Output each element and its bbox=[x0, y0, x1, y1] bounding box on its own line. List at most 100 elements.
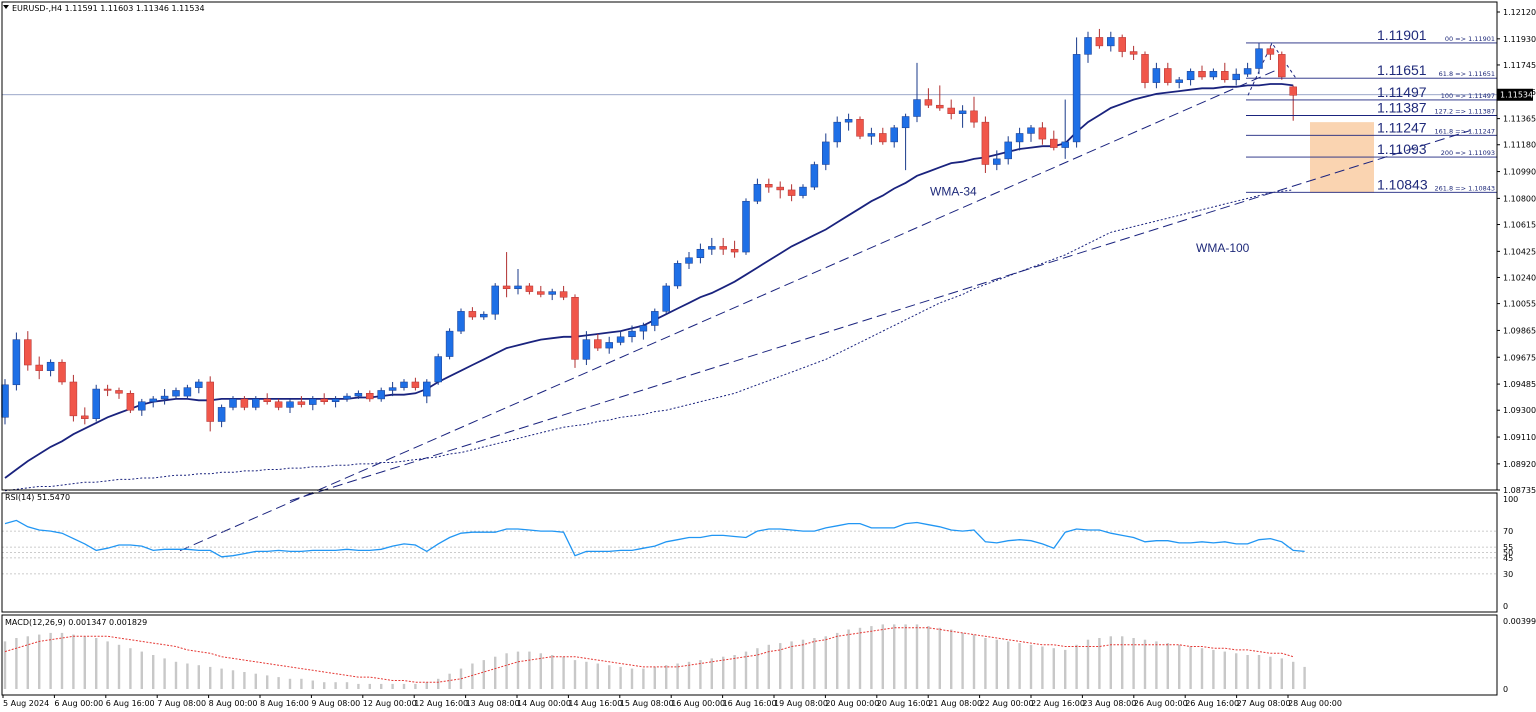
candle[interactable] bbox=[628, 325, 636, 343]
candle[interactable] bbox=[1186, 68, 1195, 86]
candle[interactable] bbox=[1278, 51, 1286, 80]
candle[interactable] bbox=[502, 252, 511, 298]
candle[interactable] bbox=[765, 178, 773, 193]
candle[interactable] bbox=[1152, 62, 1161, 89]
candle[interactable] bbox=[1084, 31, 1092, 63]
candle[interactable] bbox=[468, 307, 477, 320]
candle[interactable] bbox=[582, 331, 591, 366]
candle[interactable] bbox=[1015, 127, 1024, 151]
candle[interactable] bbox=[1072, 37, 1081, 148]
candle[interactable] bbox=[1129, 45, 1138, 61]
candle[interactable] bbox=[913, 62, 921, 123]
candle[interactable] bbox=[480, 311, 488, 320]
candle[interactable] bbox=[639, 322, 648, 340]
candle[interactable] bbox=[696, 243, 705, 264]
candle[interactable] bbox=[274, 398, 283, 411]
candle[interactable] bbox=[46, 359, 55, 377]
candle[interactable] bbox=[388, 381, 397, 397]
candle[interactable] bbox=[662, 283, 670, 315]
candle[interactable] bbox=[1061, 99, 1069, 159]
candle[interactable] bbox=[901, 113, 910, 171]
candle[interactable] bbox=[491, 283, 499, 320]
candle[interactable] bbox=[12, 332, 21, 391]
collapse-triangle-icon[interactable] bbox=[3, 5, 9, 9]
candle[interactable] bbox=[856, 116, 864, 140]
candle[interactable] bbox=[183, 384, 192, 399]
candle[interactable] bbox=[217, 404, 226, 428]
candle[interactable] bbox=[1255, 43, 1263, 75]
candle[interactable] bbox=[411, 377, 420, 391]
candle[interactable] bbox=[149, 396, 157, 408]
candle[interactable] bbox=[172, 387, 180, 399]
candle[interactable] bbox=[981, 116, 990, 173]
candle[interactable] bbox=[103, 384, 112, 397]
candle[interactable] bbox=[331, 396, 340, 408]
candle[interactable] bbox=[195, 379, 203, 394]
candle[interactable] bbox=[423, 379, 431, 404]
candle[interactable] bbox=[400, 379, 408, 391]
candle[interactable] bbox=[1221, 62, 1229, 83]
candle[interactable] bbox=[434, 353, 442, 385]
candle[interactable] bbox=[571, 294, 579, 368]
candle[interactable] bbox=[81, 407, 89, 425]
candle[interactable] bbox=[970, 96, 978, 128]
candle[interactable] bbox=[1027, 124, 1035, 142]
candle[interactable] bbox=[69, 374, 78, 422]
candle[interactable] bbox=[252, 396, 260, 411]
candle[interactable] bbox=[958, 105, 967, 128]
candle[interactable] bbox=[525, 283, 534, 295]
candle[interactable] bbox=[1289, 85, 1297, 121]
candle[interactable] bbox=[742, 198, 750, 255]
candle[interactable] bbox=[833, 116, 841, 148]
candle[interactable] bbox=[616, 331, 625, 346]
candle[interactable] bbox=[548, 288, 556, 301]
candle[interactable] bbox=[206, 376, 214, 432]
candle[interactable] bbox=[1232, 68, 1240, 86]
candle[interactable] bbox=[1164, 62, 1172, 86]
rsi-pane[interactable] bbox=[2, 519, 1497, 575]
candle[interactable] bbox=[457, 308, 465, 334]
candle[interactable] bbox=[787, 184, 796, 202]
candle[interactable] bbox=[320, 393, 328, 405]
candle[interactable] bbox=[240, 396, 249, 411]
candle[interactable] bbox=[799, 184, 807, 199]
candle[interactable] bbox=[879, 127, 887, 145]
candle[interactable] bbox=[286, 398, 294, 414]
candle[interactable] bbox=[719, 237, 727, 255]
candle[interactable] bbox=[651, 308, 659, 332]
candle[interactable] bbox=[685, 252, 693, 270]
candle[interactable] bbox=[354, 390, 363, 399]
candle[interactable] bbox=[776, 181, 784, 199]
candle[interactable] bbox=[309, 396, 317, 411]
candle[interactable] bbox=[993, 150, 1001, 171]
candle[interactable] bbox=[537, 285, 545, 298]
candle[interactable] bbox=[810, 161, 819, 190]
candle[interactable] bbox=[92, 384, 100, 422]
candle[interactable] bbox=[126, 390, 135, 414]
candle[interactable] bbox=[445, 328, 454, 360]
candle[interactable] bbox=[297, 396, 306, 408]
candle[interactable] bbox=[138, 398, 146, 416]
candle[interactable] bbox=[708, 237, 716, 255]
candle[interactable] bbox=[1038, 122, 1047, 145]
candle[interactable] bbox=[867, 127, 876, 145]
candle[interactable] bbox=[343, 393, 351, 402]
candle[interactable] bbox=[377, 387, 385, 402]
candle[interactable] bbox=[947, 99, 955, 120]
candle[interactable] bbox=[1107, 31, 1115, 52]
candle[interactable] bbox=[514, 269, 522, 295]
candle[interactable] bbox=[1175, 76, 1183, 89]
candle[interactable] bbox=[366, 390, 374, 402]
candle[interactable] bbox=[1209, 68, 1218, 80]
candle[interactable] bbox=[229, 396, 237, 411]
candle[interactable] bbox=[936, 85, 944, 111]
macd-pane[interactable] bbox=[3, 624, 1306, 689]
candle[interactable] bbox=[1266, 45, 1275, 61]
candle[interactable] bbox=[160, 389, 169, 405]
candle[interactable] bbox=[753, 178, 762, 205]
candle[interactable] bbox=[1118, 34, 1126, 58]
candle[interactable] bbox=[115, 387, 123, 399]
candle[interactable] bbox=[594, 333, 602, 351]
candle[interactable] bbox=[263, 393, 271, 405]
